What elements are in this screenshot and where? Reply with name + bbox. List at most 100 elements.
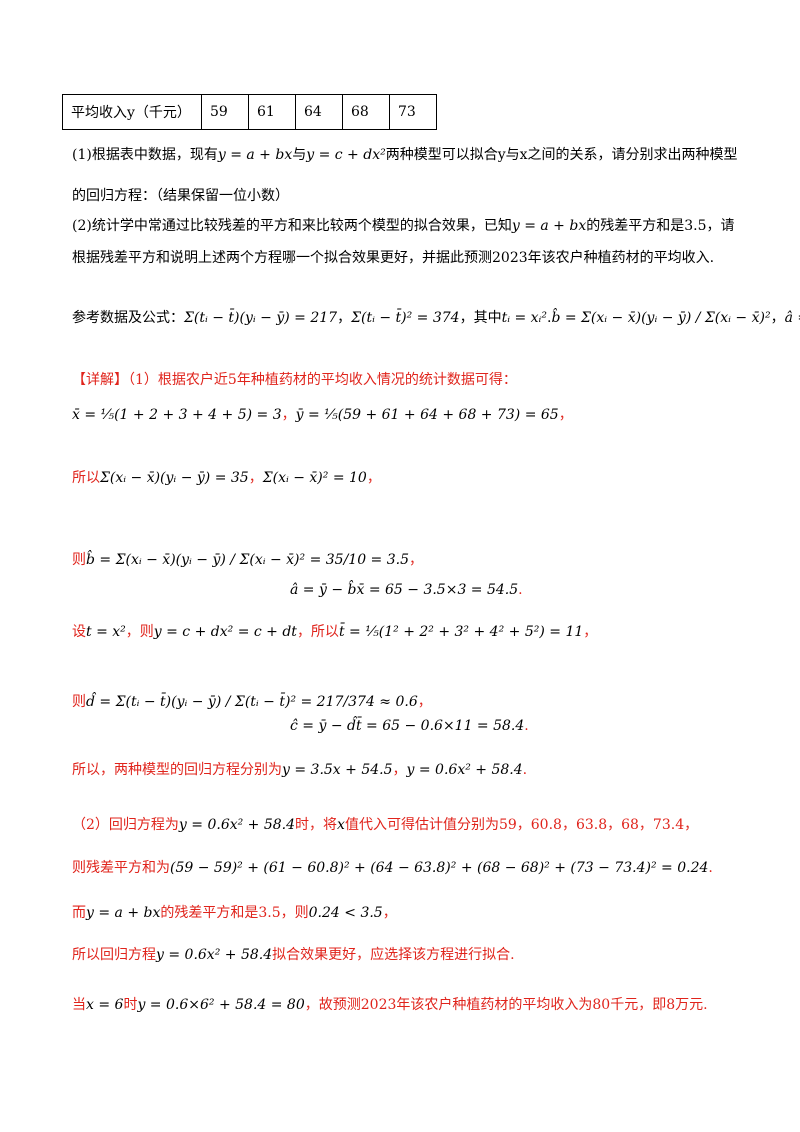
formula: y = 3.5x + 54.5 (282, 762, 393, 778)
text: 则 (72, 552, 86, 568)
text: 时，将 (295, 817, 338, 833)
formula: Σ(tᵢ − t̄)² = 374 (351, 310, 460, 326)
formula: y = c + dx² = c + dt (153, 624, 297, 640)
text: . (708, 860, 713, 876)
table-cell: 平均收入y（千元） (62, 94, 202, 130)
formula: t̄ = ⅕(1² + 2² + 3² + 4² + 5²) = 11 (338, 624, 584, 640)
solution-line: x̄ = ⅕(1 + 2 + 3 + 4 + 5) = 3，ȳ = ⅕(59 +… (72, 405, 573, 425)
text: 与 (292, 147, 307, 163)
text: 【详解】（1）根据农户近5年种植药材的平均收入情况的统计数据可得： (72, 372, 517, 388)
solution-line: 所以，两种模型的回归方程分别为y = 3.5x + 54.5，y = 0.6x²… (72, 760, 527, 780)
text: （2）回归方程为 (72, 817, 179, 833)
table-cell: 68 (342, 94, 390, 130)
formula: x (337, 817, 345, 833)
formula: y = 0.6x² + 58.4 (178, 817, 296, 833)
solution-line: ĉ = ȳ − d̂t̄ = 65 − 0.6×11 = 58.4. (290, 716, 529, 736)
table-row: 平均收入y（千元） 59 61 64 68 73 (62, 94, 437, 130)
formula: y = c + dx² (306, 147, 386, 163)
table-cell: 61 (248, 94, 296, 130)
problem-line: 参考数据及公式：Σ(tᵢ − t̄)(yᵢ − ȳ) = 217，Σ(tᵢ − … (72, 308, 800, 328)
solution-line: 所以Σ(xᵢ − x̄)(yᵢ − ȳ) = 35，Σ(xᵢ − x̄)² = … (72, 468, 381, 488)
solution-line: 则残差平方和为(59 − 59)² + (61 − 60.8)² + (64 −… (72, 858, 713, 878)
data-table: 平均收入y（千元） 59 61 64 68 73 (62, 94, 437, 130)
solution-line: （2）回归方程为y = 0.6x² + 58.4时，将x值代入可得估计值分别为5… (72, 815, 698, 835)
formula: x̄ = ⅕(1 + 2 + 3 + 4 + 5) = 3 (72, 407, 282, 423)
formula: b̂ = Σ(xᵢ − x̄)(yᵢ − ȳ) / Σ(xᵢ − x̄)² (551, 310, 771, 326)
text: ，其中 (459, 310, 502, 326)
text: 的回归方程：（结果保留一位小数） (72, 188, 289, 204)
formula: â = ȳ − b̂x̄ = 65 − 3.5×3 = 54.5 (290, 582, 519, 598)
solution-line: 而y = a + bx的残差平方和是3.5，则0.24 < 3.5， (72, 903, 397, 923)
solution-line: 所以回归方程y = 0.6x² + 58.4拟合效果更好，应选择该方程进行拟合. (72, 945, 515, 965)
formula: y = 0.6x² + 58.4 (406, 762, 523, 778)
text: 拟合效果更好，应选择该方程进行拟合. (272, 947, 515, 963)
text: ， (583, 624, 598, 640)
formula: 0.24 < 3.5 (308, 905, 383, 921)
solution-line: 【详解】（1）根据农户近5年种植药材的平均收入情况的统计数据可得： (72, 370, 517, 390)
text: ， (366, 470, 381, 486)
formula: y = 0.6x² + 58.4 (156, 947, 273, 963)
text: 而 (72, 905, 86, 921)
text: ， (770, 310, 785, 326)
text: 所以 (72, 470, 100, 486)
text: ，故预测2023年该农户种植药材的平均收入为80千元，即8万元. (304, 997, 708, 1013)
text: (1)根据表中数据，现有 (72, 147, 218, 163)
text: 则残差平方和为 (72, 860, 170, 876)
text: (2)统计学中常通过比较残差的平方和来比较两个模型的拟合效果，已知 (72, 218, 512, 234)
text: 则 (72, 694, 86, 710)
text: 根据残差平方和说明上述两个方程哪一个拟合效果更好，并据此预测2023年该农户种植… (72, 250, 715, 266)
solution-line: 则d̂ = Σ(tᵢ − t̄)(yᵢ − ȳ) / Σ(tᵢ − t̄)² =… (72, 692, 432, 712)
table-cell: 59 (201, 94, 249, 130)
formula: Σ(xᵢ − x̄)² = 10 (262, 470, 367, 486)
table-cell: 64 (295, 94, 343, 130)
formula: y = a + bx (217, 147, 293, 163)
text: 的残差平方和是3.5，则 (160, 905, 309, 921)
formula: d̂ = Σ(tᵢ − t̄)(yᵢ − ȳ) / Σ(tᵢ − t̄)² = … (86, 694, 418, 710)
text: 所以，两种模型的回归方程分别为 (72, 762, 282, 778)
text: 的残差平方和是3.5，请 (586, 218, 735, 234)
solution-line: 当x = 6时y = 0.6×6² + 58.4 = 80，故预测2023年该农… (72, 995, 708, 1015)
text: 值代入可得估计值分别为59，60.8，63.8，68，73.4， (344, 817, 699, 833)
formula: (59 − 59)² + (61 − 60.8)² + (64 − 63.8)²… (170, 860, 709, 876)
formula: y = a + bx (511, 218, 587, 234)
text: 设 (72, 624, 86, 640)
formula: Σ(xᵢ − x̄)(yᵢ − ȳ) = 35 (100, 470, 249, 486)
text: 两种模型可以拟合y与x之间的关系，请分别求出两种模型 (385, 147, 738, 163)
problem-line: (1)根据表中数据，现有y = a + bx与y = c + dx²两种模型可以… (72, 145, 738, 165)
table-cell: 73 (389, 94, 437, 130)
text: ， (409, 552, 424, 568)
text: 时 (123, 997, 138, 1013)
text: ， (248, 470, 263, 486)
text: . (522, 762, 528, 778)
text: ，则 (125, 624, 154, 640)
problem-line: 根据残差平方和说明上述两个方程哪一个拟合效果更好，并据此预测2023年该农户种植… (72, 248, 714, 268)
text: 参考数据及公式： (72, 310, 184, 326)
problem-line: 的回归方程：（结果保留一位小数） (72, 186, 289, 206)
formula: ȳ = ⅕(59 + 61 + 64 + 68 + 73) = 65 (295, 407, 559, 423)
formula: b̂ = Σ(xᵢ − x̄)(yᵢ − ȳ) / Σ(xᵢ − x̄)² = … (86, 552, 410, 568)
text: ，所以 (296, 624, 339, 640)
text: . (518, 582, 523, 598)
text: 所以回归方程 (72, 947, 156, 963)
text: . (546, 310, 552, 326)
text: ， (392, 762, 407, 778)
formula: x = 6 (86, 997, 124, 1013)
text: ， (558, 407, 573, 423)
text: 当 (72, 997, 86, 1013)
formula: ĉ = ȳ − d̂t̄ = 65 − 0.6×11 = 58.4 (290, 718, 525, 734)
formula: t = x² (86, 624, 126, 640)
formula: â = ȳ − b̂x̄ (784, 310, 800, 326)
text: ， (417, 694, 432, 710)
formula: y = 0.6×6² + 58.4 = 80 (137, 997, 305, 1013)
solution-line: 设t = x²，则y = c + dx² = c + dt，所以t̄ = ⅕(1… (72, 622, 597, 642)
solution-line: 则b̂ = Σ(xᵢ − x̄)(yᵢ − ȳ) / Σ(xᵢ − x̄)² =… (72, 550, 423, 570)
text: ， (281, 407, 296, 423)
text: ， (337, 310, 352, 326)
formula: Σ(tᵢ − t̄)(yᵢ − ȳ) = 217 (184, 310, 338, 326)
problem-line: (2)统计学中常通过比较残差的平方和来比较两个模型的拟合效果，已知y = a +… (72, 216, 734, 236)
formula: y = a + bx (86, 905, 161, 921)
text: ， (382, 905, 397, 921)
solution-line: â = ȳ − b̂x̄ = 65 − 3.5×3 = 54.5. (290, 580, 523, 600)
formula: tᵢ = xᵢ² (501, 310, 547, 326)
